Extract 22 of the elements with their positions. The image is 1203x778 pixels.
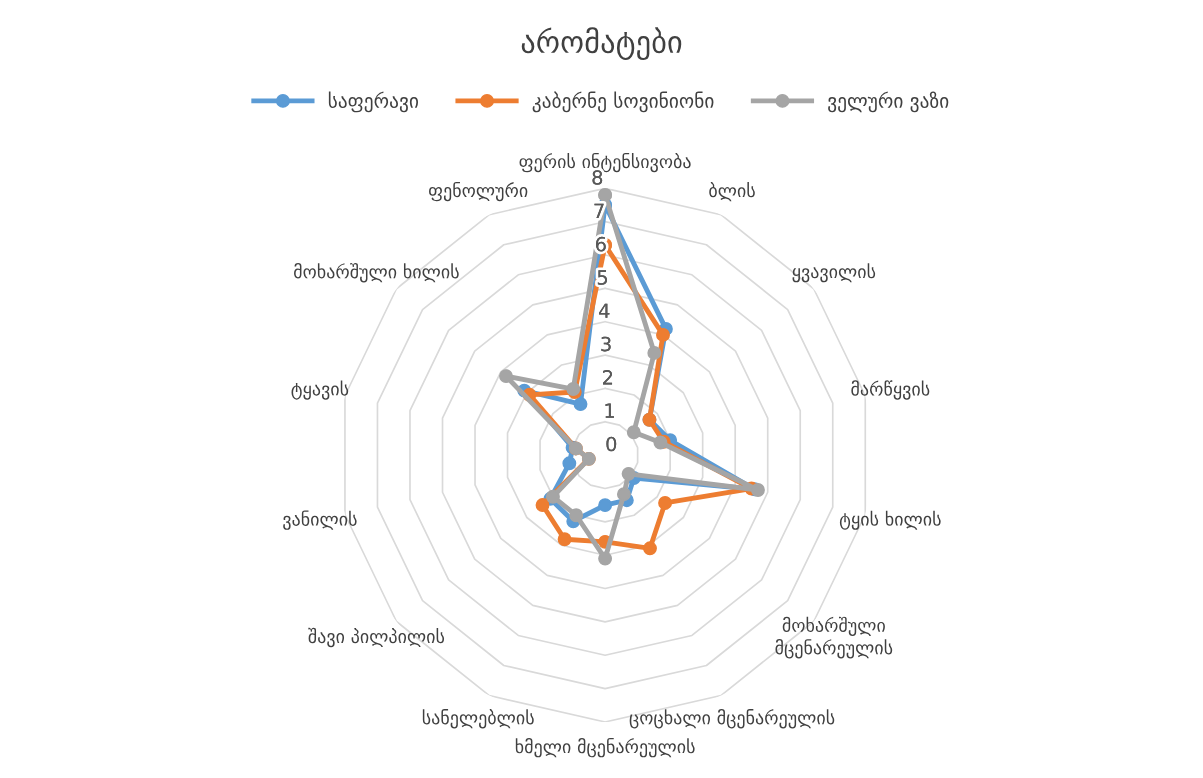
y-tick-label: 4 xyxy=(599,303,610,318)
y-tick-label: 1 xyxy=(605,403,614,418)
spoke-label: ყვავილის xyxy=(792,263,876,283)
spoke-label: მარწყვის xyxy=(851,380,930,400)
spoke-label: ტყავის xyxy=(291,380,349,400)
spoke-label: ბლის xyxy=(709,181,755,202)
y-tick-label: 0 xyxy=(606,436,617,452)
spoke-label: ცოცხალი მცენარეულის xyxy=(629,709,835,729)
spoke-label: ფენოლური xyxy=(429,181,528,202)
spoke-label: ვანილის xyxy=(283,510,357,530)
spoke-label: სანელებლის xyxy=(422,709,534,729)
y-tick-label: 3 xyxy=(601,336,611,352)
spoke-label: მოხარშული ხილის xyxy=(294,263,459,283)
legend-label: კაბერნე სოვინიონი xyxy=(532,91,714,113)
spoke-label: ტყის ხილის xyxy=(839,510,941,530)
spoke-label: მოხარშული მცენარეულის xyxy=(775,616,893,659)
legend-label: ველური ვაზი xyxy=(828,91,949,113)
spoke-label: შავი პილპილის xyxy=(308,627,445,648)
y-tick-label: 2 xyxy=(603,370,613,385)
spoke-label: ხმელი მცენარეულის xyxy=(515,737,695,758)
chart-title: არომატები xyxy=(521,27,682,61)
legend-label: საფერავი xyxy=(328,91,419,113)
